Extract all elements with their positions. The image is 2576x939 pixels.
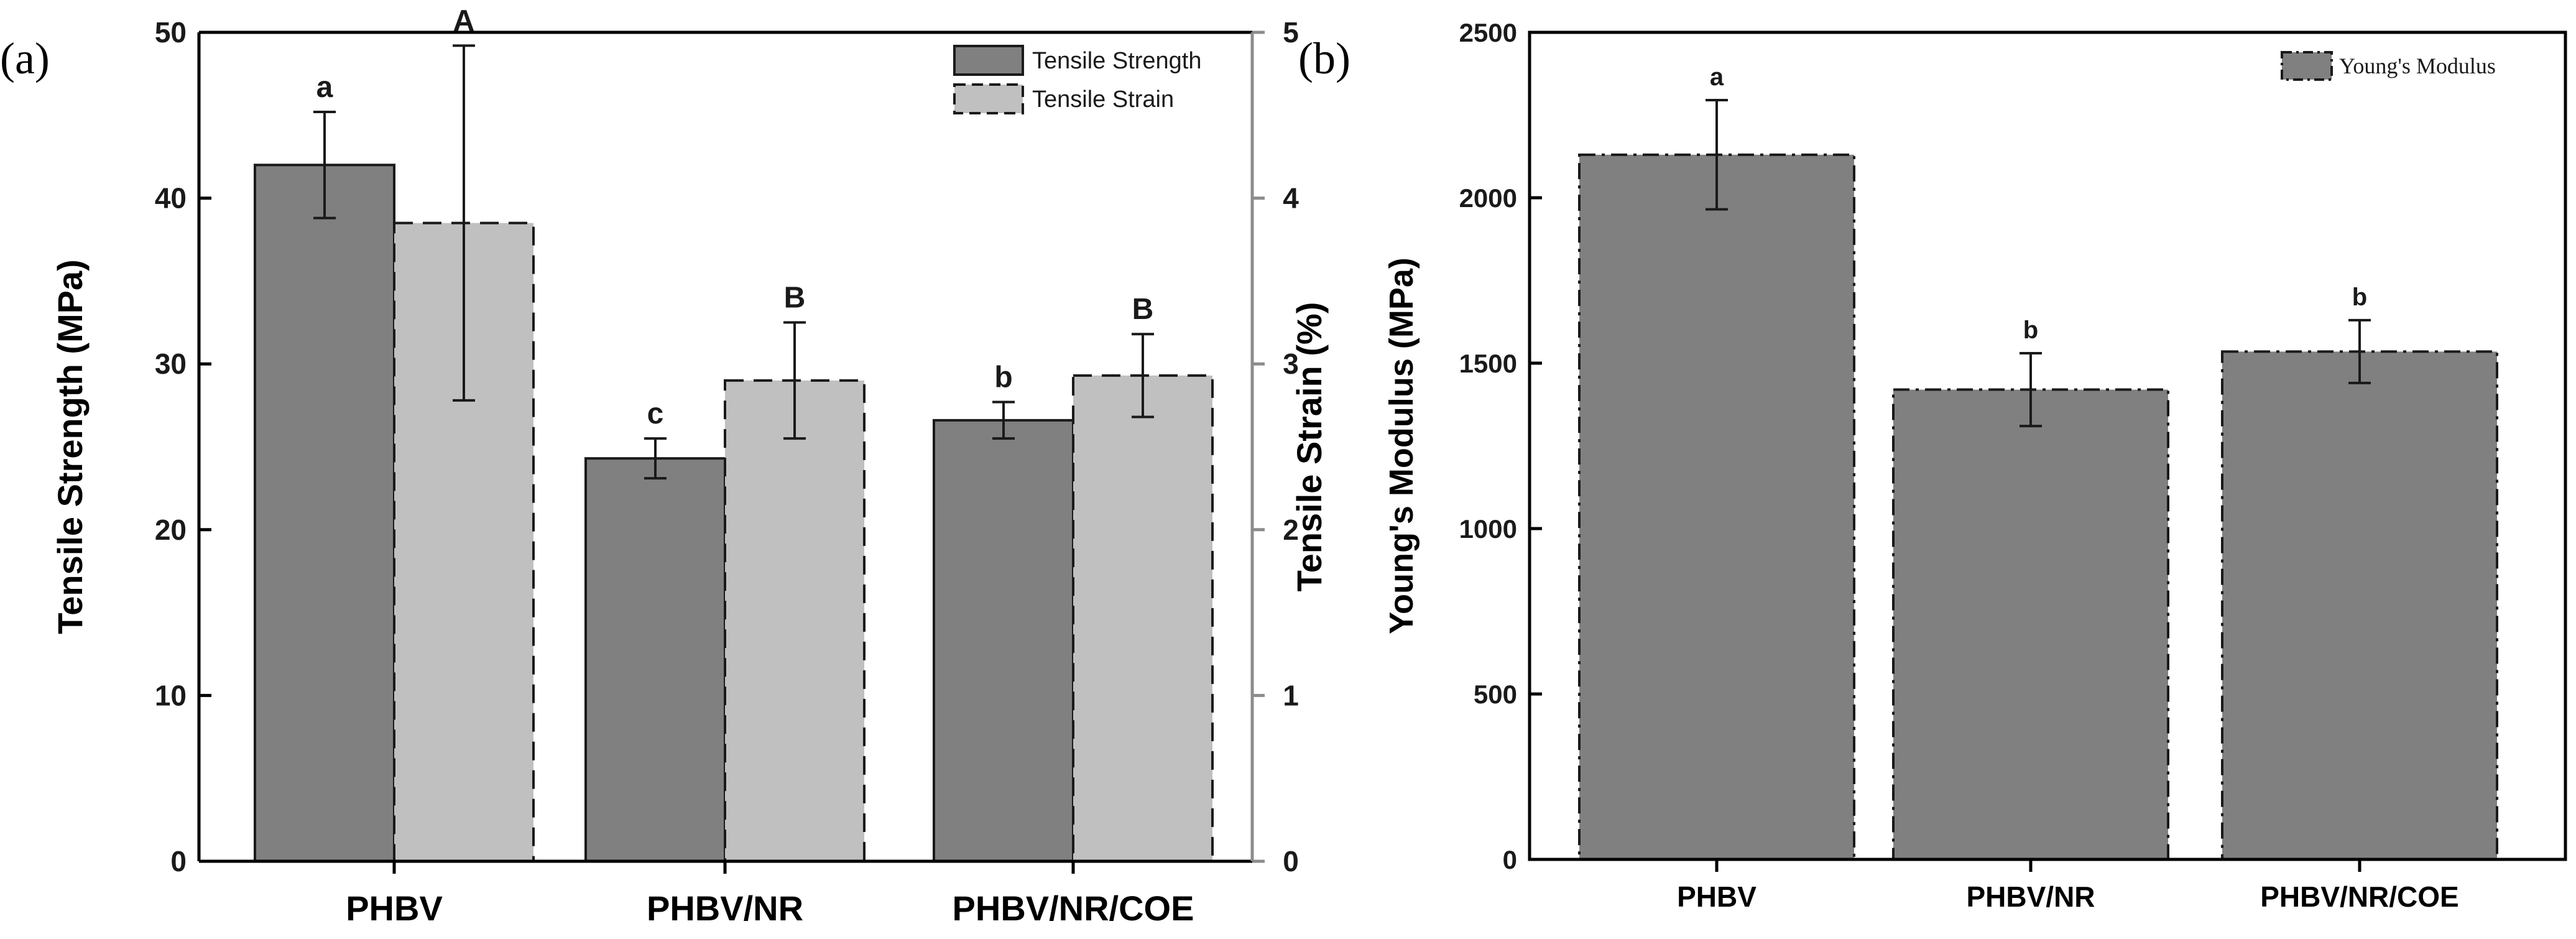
significance-letter: a — [316, 71, 333, 104]
x-tick-label: PHBV — [1677, 881, 1757, 913]
y-axis-title: Young's Modulus (MPa) — [1383, 257, 1420, 634]
legend-label: Young's Modulus — [2339, 53, 2496, 78]
y-axis-title: Tensile Strength (MPa) — [50, 259, 90, 634]
y2-tick-label: 0 — [1283, 845, 1299, 877]
legend: Young's Modulus — [2281, 51, 2496, 81]
bar — [1072, 374, 1214, 863]
y2-axis-title: Tensile Strain (%) — [1290, 302, 1329, 592]
bar — [933, 419, 1074, 863]
y-tick-label: 40 — [155, 182, 187, 215]
y2-tick-label: 4 — [1283, 182, 1299, 215]
y-tick-label: 20 — [155, 514, 187, 546]
legend: Tensile Strength Tensile Strain — [953, 45, 1202, 114]
panel-label: (a) — [0, 34, 50, 83]
y-tick-label: 0 — [1503, 845, 1517, 874]
y-tick-label: 50 — [155, 16, 187, 49]
significance-letter: b — [994, 361, 1012, 394]
x-tick-label: PHBV/NR/COE — [2260, 881, 2458, 913]
x-tick-label: PHBV/NR — [1966, 881, 2095, 913]
x-tick-label: PHBV/NR/COE — [953, 889, 1194, 928]
plot-frame — [1528, 30, 2567, 861]
y-tick-label: 10 — [155, 679, 187, 711]
significance-letter: a — [1710, 63, 1724, 91]
legend-swatch — [953, 45, 1024, 76]
y2-tick-label: 2 — [1283, 514, 1299, 546]
bar — [584, 457, 726, 863]
y-tick-label: 500 — [1474, 680, 1517, 709]
significance-letter: c — [647, 397, 664, 430]
legend-swatch — [2281, 51, 2333, 81]
bar — [254, 164, 395, 863]
y-tick-label: 1000 — [1459, 514, 1517, 544]
y-tick-label: 2500 — [1459, 18, 1517, 47]
series-tensile-strength: a c b — [254, 71, 1074, 863]
bar — [2221, 350, 2498, 861]
y-tick-label: 2000 — [1459, 183, 1517, 213]
bar — [1892, 388, 2169, 861]
significance-letter: b — [2352, 284, 2367, 311]
axes: 0 500 1000 1500 2000 2500 PHBV PHBV/NR PHBV/NR/C… — [1383, 18, 2567, 913]
y-tick-label: 1500 — [1459, 349, 1517, 378]
y2-tick-label: 1 — [1283, 679, 1299, 711]
series-youngs-modulus: a b b — [1578, 63, 2498, 861]
bar — [1578, 153, 1855, 861]
y-tick-label: 30 — [155, 348, 187, 380]
panel-label: (b) — [1298, 34, 1350, 83]
panel-b: (b) a b b 0 500 1000 1500 2000 2500 PHBV PHBV/NR PHB… — [1298, 18, 2567, 913]
series-tensile-strain: AB B — [393, 4, 1214, 863]
y2-tick-label: 3 — [1283, 348, 1299, 380]
legend-label: Tensile Strain — [1032, 86, 1174, 113]
bar — [724, 379, 866, 863]
axes: 0 10 20 30 40 50 0 1 2 3 4 5 PHBV PHBV/NR PHBV/NR/COE T… — [50, 16, 1329, 928]
x-tick-label: PHBV/NR — [647, 889, 803, 928]
significance-letter: b — [2023, 317, 2038, 344]
legend-swatch — [953, 83, 1024, 114]
significance-letter: B — [1132, 293, 1154, 326]
significance-letter: B — [784, 282, 806, 315]
legend-label: Tensile Strength — [1032, 48, 1202, 74]
y-tick-label: 0 — [170, 845, 187, 877]
y2-tick-label: 5 — [1283, 16, 1299, 49]
x-tick-label: PHBV — [346, 889, 443, 928]
